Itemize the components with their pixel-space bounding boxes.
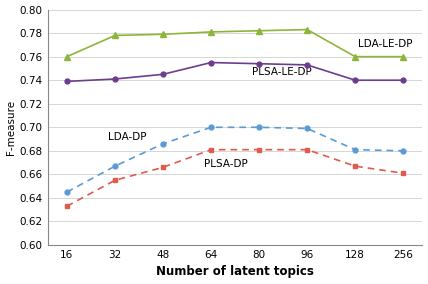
Y-axis label: F-measure: F-measure (6, 100, 15, 155)
Text: LDA-DP: LDA-DP (108, 132, 146, 142)
Text: LDA-LE-DP: LDA-LE-DP (357, 39, 412, 49)
Text: PLSA-DP: PLSA-DP (204, 159, 248, 169)
Text: PLSA-LE-DP: PLSA-LE-DP (252, 67, 312, 77)
X-axis label: Number of latent topics: Number of latent topics (156, 266, 314, 278)
